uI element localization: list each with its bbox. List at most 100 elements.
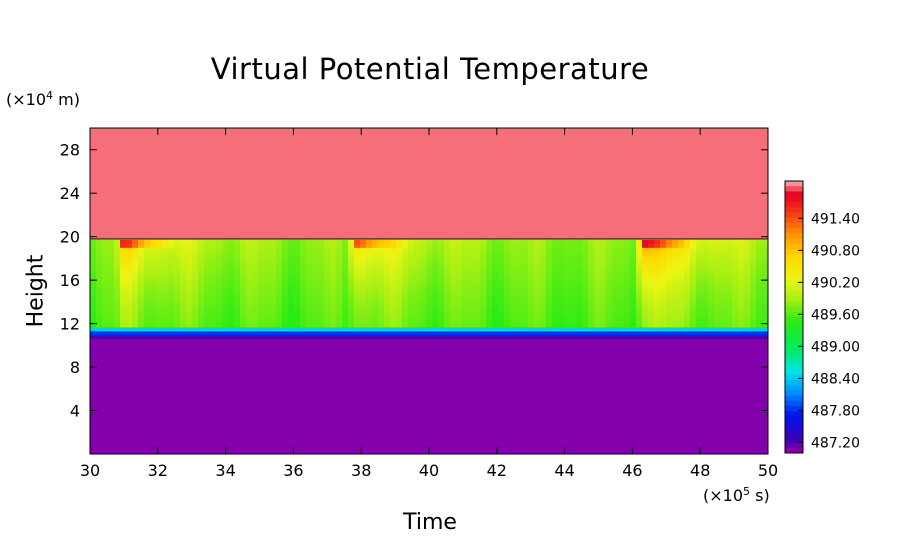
heatmap-cell <box>378 195 385 201</box>
heatmap-cell <box>156 298 163 304</box>
heatmap-cell <box>168 326 175 332</box>
heatmap-cell <box>438 430 445 435</box>
heatmap-cell <box>384 128 391 133</box>
heatmap-cell <box>234 446 241 451</box>
heatmap-cell <box>348 366 355 372</box>
heatmap-cell <box>432 283 439 288</box>
heatmap-cell <box>138 406 145 411</box>
heatmap-cell <box>216 231 223 236</box>
heatmap-cell <box>168 147 175 153</box>
heatmap-cell <box>126 291 133 296</box>
heatmap-cell <box>108 310 115 316</box>
heatmap-cell <box>306 382 313 388</box>
heatmap-cell <box>216 394 223 399</box>
heatmap-cell <box>204 199 211 205</box>
heatmap-cell <box>414 422 421 427</box>
heatmap-cell <box>102 314 109 320</box>
heatmap-cell <box>186 306 193 312</box>
heatmap-cell <box>252 207 259 213</box>
heatmap-cell <box>108 151 115 157</box>
heatmap-cell <box>210 326 217 332</box>
heatmap-cell <box>342 334 349 340</box>
heatmap-cell <box>216 147 223 153</box>
heatmap-cell <box>168 275 175 280</box>
heatmap-cell <box>378 446 385 451</box>
heatmap-cell <box>438 318 445 324</box>
heatmap-cell <box>138 203 145 209</box>
heatmap-cell <box>228 394 235 399</box>
heatmap-cell <box>252 410 259 415</box>
heatmap-cell <box>372 219 379 225</box>
heatmap-cell <box>246 410 253 415</box>
heatmap-cell <box>168 183 175 189</box>
heatmap-cell <box>372 334 379 340</box>
heatmap-cell <box>108 215 115 221</box>
heatmap-cell <box>222 414 229 419</box>
heatmap-cell <box>144 267 151 272</box>
heatmap-cell <box>234 362 241 368</box>
heatmap-cell <box>270 147 277 153</box>
heatmap-cell <box>228 163 235 169</box>
heatmap-cell <box>126 294 133 300</box>
heatmap-cell <box>270 406 277 411</box>
heatmap-cell <box>240 175 247 181</box>
heatmap-cell <box>300 298 307 304</box>
heatmap-cell <box>300 159 307 165</box>
heatmap-cell <box>204 223 211 228</box>
heatmap-cell <box>210 450 217 454</box>
heatmap-cell <box>222 223 229 228</box>
heatmap-cell <box>390 279 397 284</box>
heatmap-cell <box>348 255 355 260</box>
heatmap-cell <box>162 255 169 260</box>
heatmap-cell <box>366 326 373 332</box>
heatmap-cell <box>450 251 457 256</box>
heatmap-cell <box>300 279 307 284</box>
heatmap-cell <box>372 302 379 308</box>
heatmap-cell <box>150 422 157 427</box>
heatmap-cell <box>216 358 223 364</box>
heatmap-cell <box>288 442 295 447</box>
heatmap-cell <box>450 287 457 292</box>
heatmap-cell <box>246 442 253 447</box>
heatmap-cell <box>318 231 325 236</box>
heatmap-cell <box>246 370 253 376</box>
heatmap-cell <box>408 422 415 427</box>
heatmap-cell <box>102 227 109 232</box>
heatmap-cell <box>306 287 313 292</box>
heatmap-cell <box>216 446 223 451</box>
heatmap-cell <box>300 275 307 280</box>
heatmap-cell <box>282 199 289 205</box>
heatmap-cell <box>366 434 373 439</box>
heatmap-cell <box>132 275 139 280</box>
heatmap-cell <box>444 434 451 439</box>
heatmap-cell <box>144 418 151 423</box>
heatmap-cell <box>450 450 457 454</box>
heatmap-cell <box>222 163 229 169</box>
heatmap-cell <box>438 386 445 391</box>
heatmap-cell <box>132 370 139 376</box>
heatmap-cell <box>180 255 187 260</box>
heatmap-cell <box>270 191 277 197</box>
heatmap-cell <box>450 175 457 181</box>
heatmap-cell <box>192 298 199 304</box>
heatmap-cell <box>318 374 325 380</box>
heatmap-cell <box>174 231 181 236</box>
heatmap-cell <box>258 195 265 201</box>
heatmap-cell <box>420 374 427 380</box>
heatmap-cell <box>300 263 307 268</box>
heatmap-cell <box>414 418 421 423</box>
heatmap-cell <box>216 223 223 228</box>
heatmap-cell <box>360 211 367 217</box>
heatmap-cell <box>348 243 355 248</box>
heatmap-cell <box>120 310 127 316</box>
heatmap-cell <box>360 314 367 320</box>
heatmap-cell <box>258 219 265 225</box>
heatmap-cell <box>366 243 373 248</box>
heatmap-cell <box>384 314 391 320</box>
heatmap-cell <box>360 406 367 411</box>
heatmap-cell <box>126 418 133 423</box>
heatmap-cell <box>396 374 403 380</box>
heatmap-cell <box>204 203 211 209</box>
heatmap-cell <box>234 207 241 213</box>
heatmap-cell <box>414 147 421 153</box>
